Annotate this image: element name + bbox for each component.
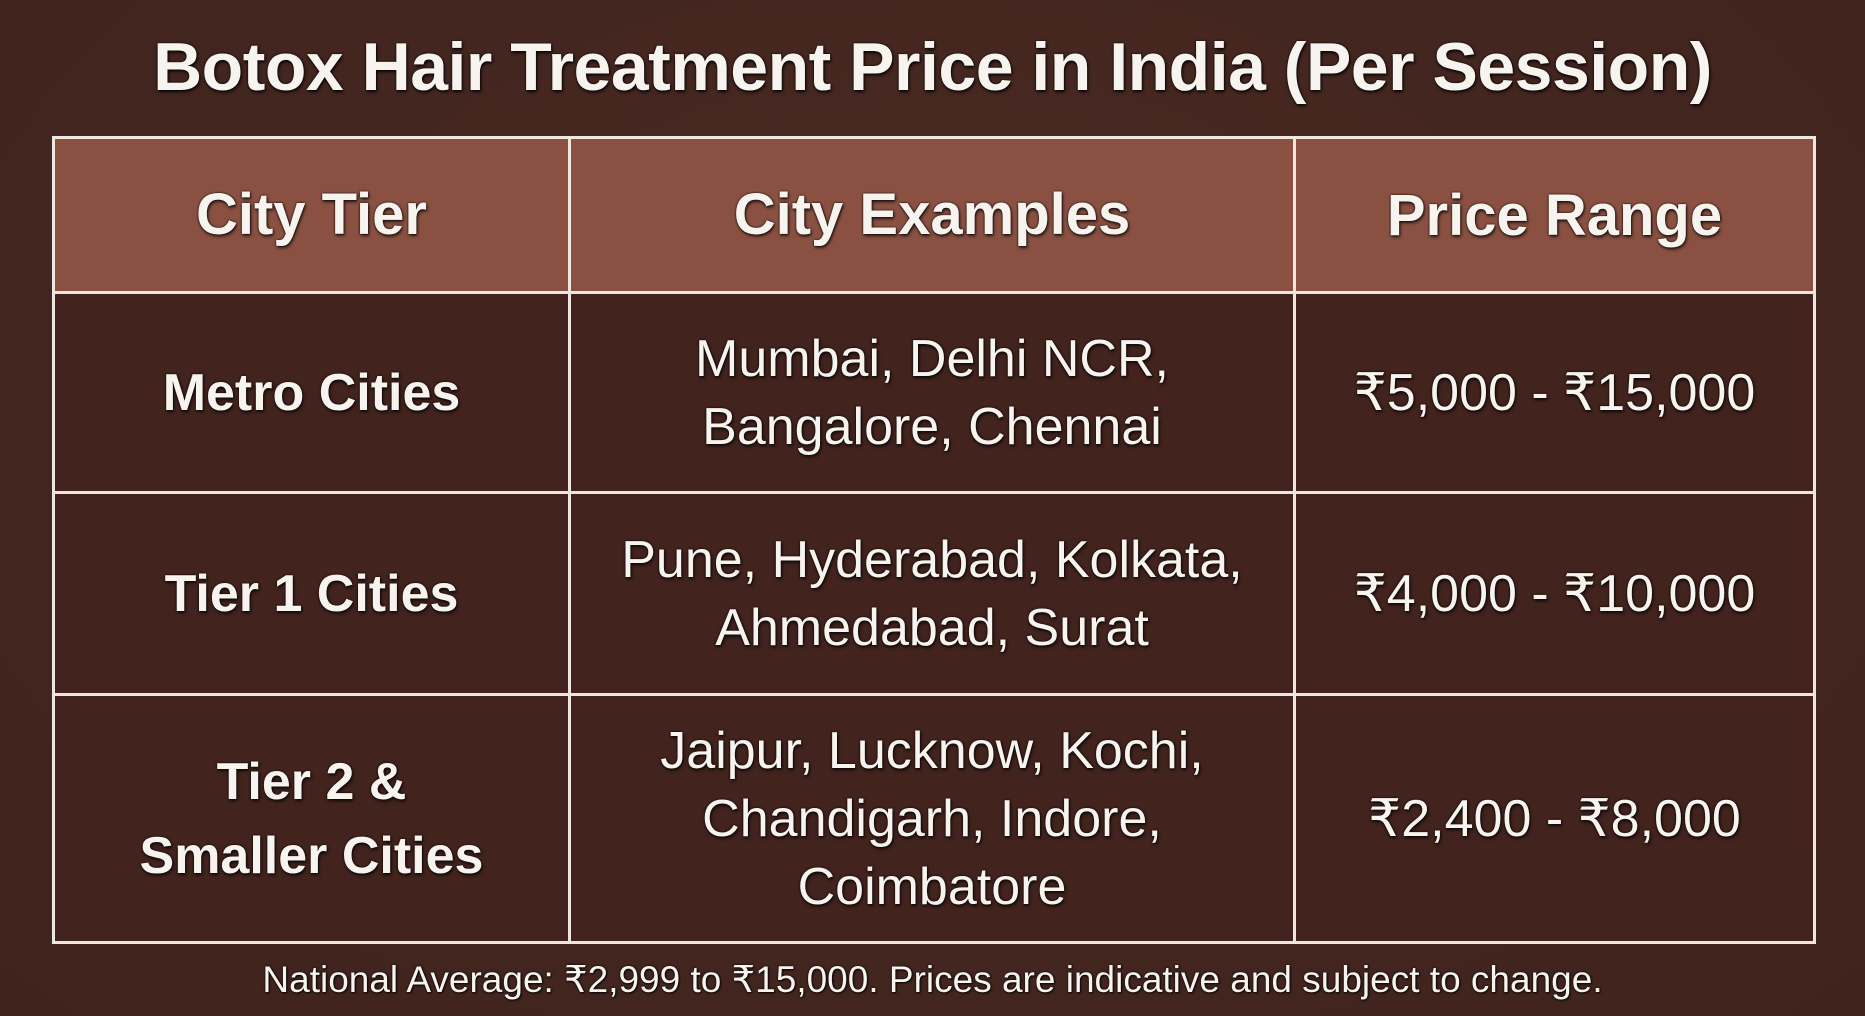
city-examples-line: Bangalore, Chennai bbox=[702, 397, 1162, 456]
city-examples-line: Chandigarh, Indore, bbox=[702, 789, 1162, 848]
city-tier-cell: Tier 1 Cities bbox=[52, 491, 571, 696]
header-city-examples: City Examples bbox=[568, 136, 1296, 294]
city-tier-label: Tier 2 & bbox=[216, 752, 407, 811]
header-price-range: Price Range bbox=[1293, 136, 1816, 294]
city-examples-line: Pune, Hyderabad, Kolkata, bbox=[621, 530, 1243, 589]
table-row: Tier 2 & Smaller Cities Jaipur, Lucknow,… bbox=[52, 693, 1816, 944]
city-tier-cell: Metro Cities bbox=[52, 291, 571, 494]
price-range-cell: ₹2,400 - ₹8,000 bbox=[1293, 693, 1816, 944]
city-examples-cell: Pune, Hyderabad, Kolkata, Ahmedabad, Sur… bbox=[568, 491, 1296, 696]
city-examples-line: Mumbai, Delhi NCR, bbox=[695, 329, 1169, 388]
price-range-cell: ₹4,000 - ₹10,000 bbox=[1293, 491, 1816, 696]
city-examples-line: Ahmedabad, Surat bbox=[715, 598, 1149, 657]
footnote: National Average: ₹2,999 to ₹15,000. Pri… bbox=[262, 959, 1603, 1000]
table-row: Metro Cities Mumbai, Delhi NCR, Bangalor… bbox=[52, 291, 1816, 494]
table-header-row: City Tier City Examples Price Range bbox=[52, 136, 1816, 294]
page-title: Botox Hair Treatment Price in India (Per… bbox=[153, 29, 1712, 105]
city-tier-label: Smaller Cities bbox=[139, 826, 484, 885]
price-table: City Tier City Examples Price Range Metr… bbox=[52, 136, 1816, 944]
price-range-cell: ₹5,000 - ₹15,000 bbox=[1293, 291, 1816, 494]
city-examples-cell: Jaipur, Lucknow, Kochi, Chandigarh, Indo… bbox=[568, 693, 1296, 944]
city-tier-label: Tier 1 Cities bbox=[164, 564, 459, 623]
city-examples-line: Coimbatore bbox=[797, 857, 1067, 916]
city-tier-label: Metro Cities bbox=[162, 363, 461, 422]
city-tier-cell: Tier 2 & Smaller Cities bbox=[52, 693, 571, 944]
city-examples-line: Jaipur, Lucknow, Kochi, bbox=[660, 721, 1204, 780]
table-row: Tier 1 Cities Pune, Hyderabad, Kolkata, … bbox=[52, 491, 1816, 696]
city-examples-cell: Mumbai, Delhi NCR, Bangalore, Chennai bbox=[568, 291, 1296, 494]
header-city-tier: City Tier bbox=[52, 136, 571, 294]
